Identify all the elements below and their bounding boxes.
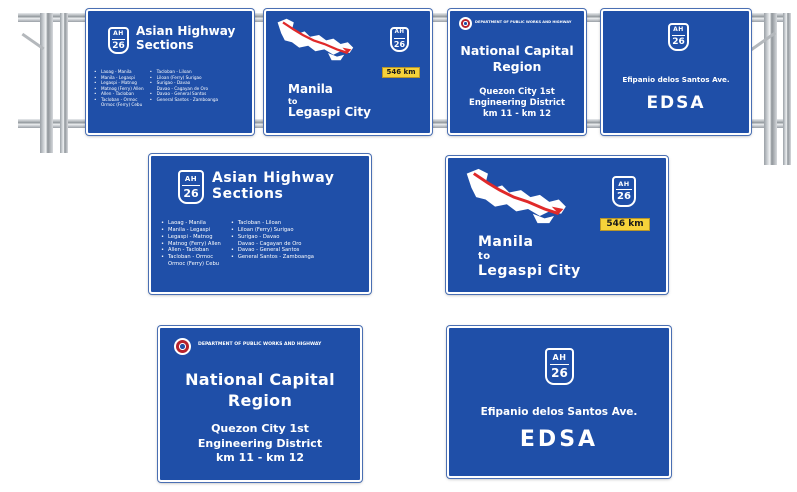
district-text: Quezon City 1st Engineering District km …	[469, 87, 565, 120]
small-asian-highway-sign: AH 26 Asian Highway Sections Laoag - Man…	[86, 9, 254, 135]
sections-column-1: Laoag - Manila Manila - Legaspi Legaspi …	[161, 220, 221, 268]
destination-text: Manila to Legaspi City	[478, 234, 581, 280]
sections-column-1: Laoag - Manila Manila - Legaspi Legaspi …	[94, 69, 144, 108]
route-shield-icon: AH 26	[108, 27, 129, 54]
route-shield-icon: AH 26	[178, 170, 204, 204]
gantry-left-post-inner	[60, 13, 68, 153]
sections-column-2: Tacloban - Liloan Liloan (Ferry) Surigao…	[231, 220, 314, 268]
sign-title: Asian Highway Sections	[212, 170, 335, 203]
route-shield-icon: AH 26	[668, 23, 689, 51]
philippines-map-icon	[277, 18, 354, 61]
sections-list: Laoag - Manila Manila - Legaspi Legaspi …	[94, 69, 218, 108]
distance-badge: 546 km	[382, 67, 420, 78]
dpwh-seal-icon	[459, 17, 472, 30]
sections-column-2: Tacloban - Liloan Liloan (Ferry) Surigao…	[150, 69, 218, 108]
large-manila-legaspi-sign: AH 26 546 km Manila to Legaspi City	[446, 156, 668, 294]
department-name: DEPARTMENT OF PUBLIC WORKS AND HIGHWAY	[475, 20, 572, 24]
avenue-acronym: EDSA	[646, 93, 706, 113]
distance-badge: 546 km	[600, 218, 650, 231]
small-edsa-sign: AH 26 Efipanio delos Santos Ave. EDSA	[601, 9, 751, 135]
large-ncr-sign: DEPARTMENT OF PUBLIC WORKS AND HIGHWAY N…	[158, 326, 362, 482]
gantry-left-post	[40, 13, 53, 153]
route-shield-icon: AH 26	[390, 27, 409, 52]
avenue-name: Efipanio delos Santos Ave.	[622, 75, 730, 84]
department-name: DEPARTMENT OF PUBLIC WORKS AND HIGHWAY	[198, 342, 322, 347]
small-manila-legaspi-sign: AH 26 546 km Manila to Legaspi City	[264, 9, 432, 135]
region-title: National Capital Region	[460, 43, 574, 74]
destination-text: Manila to Legaspi City	[288, 82, 371, 120]
district-text: Quezon City 1st Engineering District km …	[197, 422, 323, 465]
large-asian-highway-sign: AH 26 Asian Highway Sections Laoag - Man…	[149, 154, 371, 294]
gantry-right-post	[764, 13, 777, 165]
sections-list: Laoag - Manila Manila - Legaspi Legaspi …	[161, 220, 314, 268]
sign-title: Asian Highway Sections	[136, 24, 236, 52]
gantry-right-post-inner	[783, 13, 791, 165]
route-shield-icon: AH 26	[612, 176, 636, 207]
dpwh-seal-icon	[174, 338, 191, 355]
large-edsa-sign: AH 26 Efipanio delos Santos Ave. EDSA	[447, 326, 671, 478]
region-title: National Capital Region	[185, 370, 335, 410]
avenue-acronym: EDSA	[519, 427, 599, 452]
avenue-name: Efipanio delos Santos Ave.	[480, 406, 638, 418]
route-shield-icon: AH 26	[545, 348, 574, 385]
philippines-map-icon	[466, 168, 566, 224]
small-ncr-sign: DEPARTMENT OF PUBLIC WORKS AND HIGHWAY N…	[448, 9, 586, 135]
